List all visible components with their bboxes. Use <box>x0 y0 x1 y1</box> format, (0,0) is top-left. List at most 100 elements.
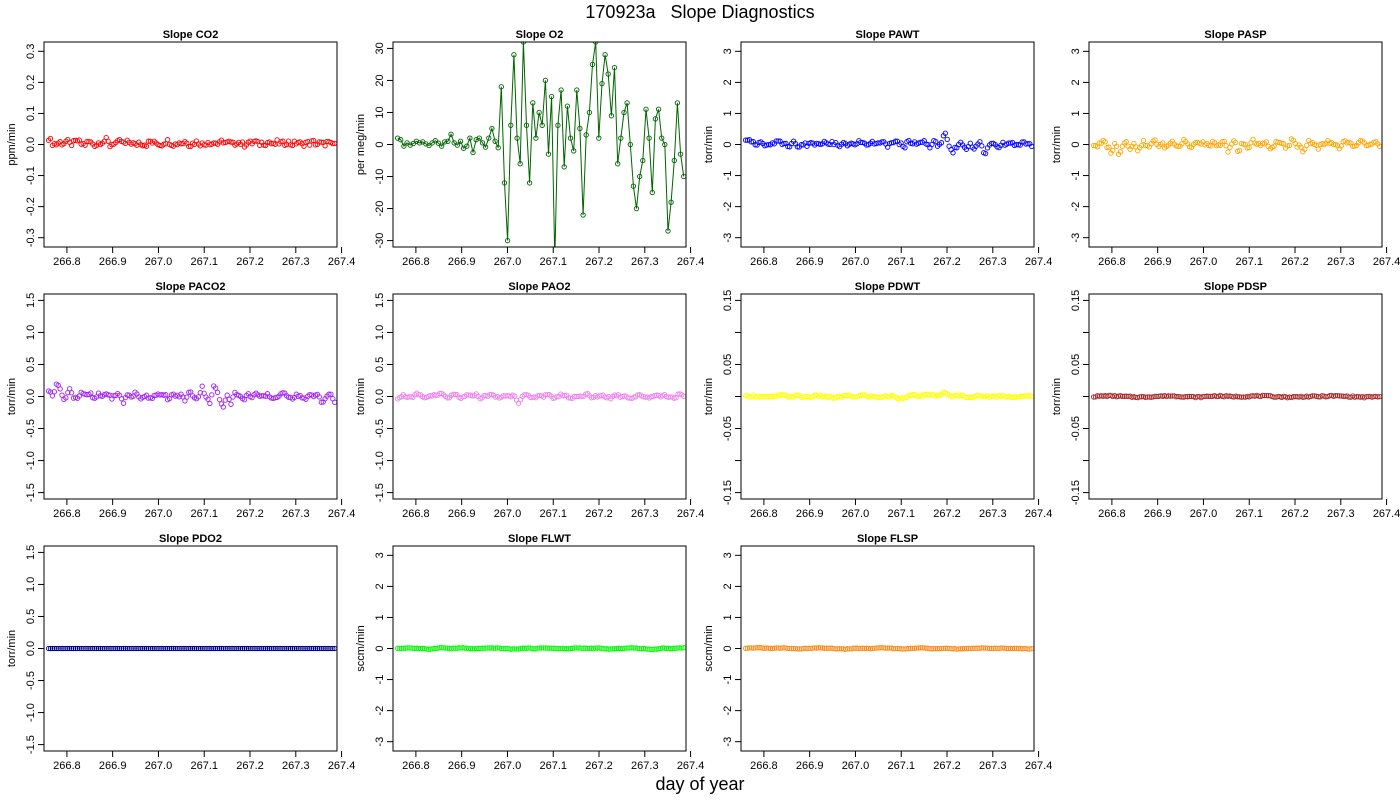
y-tick-label: 3 <box>1070 48 1082 54</box>
data-point <box>542 392 549 398</box>
data-point <box>322 143 328 149</box>
data-point <box>530 100 536 106</box>
data-point <box>186 645 192 652</box>
data-point <box>216 645 223 652</box>
panel-title: Slope FLWT <box>508 533 571 545</box>
data-point <box>1225 149 1231 155</box>
data-point <box>967 394 973 400</box>
data-point <box>307 645 313 652</box>
data-point <box>1096 393 1102 399</box>
data-point <box>1140 137 1147 144</box>
data-point <box>571 645 577 651</box>
data-point <box>825 645 831 652</box>
x-tick-label: 267.1 <box>887 508 915 520</box>
data-point <box>813 645 820 651</box>
y-tick-label: -3 <box>722 737 734 747</box>
data-point <box>1233 139 1239 146</box>
data-point <box>744 645 751 651</box>
data-point <box>848 393 854 399</box>
data-point <box>65 645 71 652</box>
data-point <box>894 645 900 652</box>
data-point <box>1160 140 1166 146</box>
data-point <box>143 645 150 652</box>
data-point <box>1173 394 1179 400</box>
x-tick-label: 266.8 <box>53 760 81 772</box>
data-point <box>259 645 265 652</box>
data-point <box>280 645 286 652</box>
data-point <box>284 645 290 652</box>
data-point <box>806 645 812 651</box>
x-tick-label: 267.2 <box>585 760 613 772</box>
data-point <box>640 645 647 652</box>
data-point <box>1219 393 1225 399</box>
data-point <box>586 109 593 116</box>
data-point <box>637 173 643 180</box>
data-point <box>1027 646 1033 652</box>
y-tick-label: 0 <box>722 141 734 147</box>
data-point <box>228 645 234 652</box>
data-point <box>850 645 856 651</box>
data-point <box>764 645 770 651</box>
data-point <box>752 394 758 400</box>
y-tick-label: -1 <box>374 675 386 685</box>
y-tick-label: -30 <box>374 233 386 249</box>
data-point <box>779 645 785 651</box>
data-point <box>86 645 92 652</box>
data-point <box>1200 393 1206 400</box>
data-point <box>1019 393 1025 399</box>
data-point <box>55 645 61 652</box>
data-point <box>548 93 555 100</box>
data-point <box>45 645 52 652</box>
data-point <box>220 645 226 652</box>
data-point <box>790 645 797 652</box>
data-point <box>919 645 925 651</box>
data-point <box>798 394 804 400</box>
y-tick-label: -20 <box>374 201 386 217</box>
y-tick-label: -0.2 <box>25 197 37 216</box>
y-tick-label: 0 <box>374 645 386 651</box>
data-point <box>330 140 336 147</box>
data-point <box>282 645 288 652</box>
x-tick-label: 267.4 <box>677 508 705 520</box>
panel-slope-pasp: Slope PASP torr/min -3 -2 -1 0 1 2 3 266.8 266.9 26… <box>1051 29 1400 268</box>
data-point <box>130 645 136 652</box>
data-point <box>967 645 973 652</box>
data-point <box>792 645 799 652</box>
data-point <box>1236 147 1243 154</box>
data-point <box>297 645 303 652</box>
data-point <box>988 645 995 652</box>
data-point <box>677 151 684 157</box>
data-point <box>276 645 282 652</box>
x-tick-label: 267.4 <box>677 760 705 772</box>
data-point <box>875 645 881 651</box>
panel-slope-pawt: Slope PAWT torr/min -3 -2 -1 0 1 2 3 266.8 266.9 26… <box>703 29 1052 268</box>
data-point <box>143 143 150 149</box>
x-tick-label: 267.0 <box>145 508 173 520</box>
data-point <box>324 645 330 652</box>
data-point <box>643 106 649 112</box>
data-point <box>750 645 756 651</box>
data-point <box>1236 394 1243 400</box>
data-point <box>625 645 631 651</box>
data-point <box>249 645 255 652</box>
data-point <box>481 645 487 651</box>
data-point <box>886 645 893 651</box>
data-point <box>815 645 822 651</box>
x-tick-label: 266.8 <box>750 760 778 772</box>
data-point <box>234 645 240 652</box>
data-point <box>232 645 238 652</box>
data-point <box>1219 139 1225 145</box>
data-point <box>259 393 265 399</box>
data-point <box>679 645 685 651</box>
data-point <box>487 645 493 651</box>
y-tick-label: -1.5 <box>25 735 37 754</box>
data-series <box>394 390 686 406</box>
y-tick-label: 1 <box>1070 110 1082 116</box>
data-series <box>742 644 1034 653</box>
data-point <box>228 139 234 145</box>
plot-frame <box>740 545 1035 752</box>
data-point <box>940 645 947 652</box>
data-point <box>305 645 311 652</box>
y-tick-label: 0.3 <box>25 44 37 59</box>
data-point <box>946 645 952 652</box>
